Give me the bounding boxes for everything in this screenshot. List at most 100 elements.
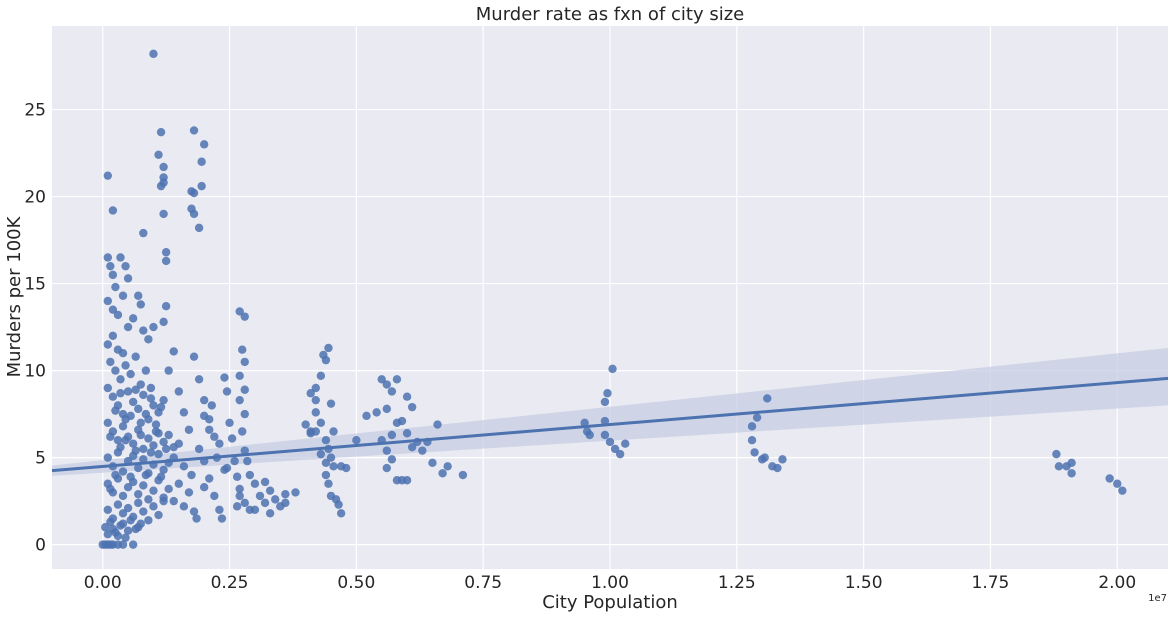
scatter-point: [392, 375, 402, 384]
scatter-point: [106, 432, 115, 441]
scatter-point: [156, 402, 166, 412]
scatter-point: [192, 514, 201, 523]
scatter-point: [184, 488, 194, 497]
scatter-point: [149, 441, 158, 450]
scatter-point: [116, 521, 125, 530]
scatter-points: [98, 49, 1127, 549]
scatter-point: [118, 422, 128, 431]
scatter-point: [101, 523, 110, 532]
scatter-point: [141, 366, 151, 375]
scatter-point: [235, 307, 244, 316]
scatter-point: [291, 488, 300, 497]
scatter-point: [123, 274, 133, 283]
scatter-point: [271, 495, 280, 504]
scatter-point: [159, 162, 168, 172]
scatter-point: [118, 540, 128, 549]
scatter-point: [1067, 458, 1076, 468]
scatter-point: [174, 387, 184, 396]
scatter-point: [159, 496, 168, 506]
scatter-point: [194, 223, 204, 233]
scatter-point: [121, 436, 130, 445]
scatter-point: [179, 462, 189, 471]
scatter-point: [387, 387, 397, 396]
scatter-point: [238, 345, 247, 354]
scatter-point: [235, 371, 244, 381]
scatter-point: [146, 448, 156, 457]
scatter-point: [600, 430, 610, 440]
y-tick-label: 10: [24, 362, 46, 382]
scatter-point: [235, 491, 244, 501]
scatter-point: [154, 449, 163, 459]
x-tick-label: 0.75: [464, 573, 502, 593]
scatter-point: [139, 481, 148, 490]
scatter-point: [326, 453, 336, 462]
scatter-point: [159, 178, 168, 187]
scatter-point: [108, 392, 118, 401]
scatter-point: [362, 411, 371, 421]
scatter-point: [281, 498, 290, 508]
x-tick-label: 1.00: [591, 573, 629, 593]
scatter-point: [747, 422, 757, 431]
scatter-point: [189, 126, 199, 135]
scatter-point: [402, 476, 412, 485]
scatter-point: [131, 524, 140, 534]
scatter-point: [156, 127, 166, 137]
scatter-point: [222, 387, 232, 396]
chart-title: Murder rate as fxn of city size: [476, 4, 744, 25]
scatter-point: [324, 343, 333, 353]
scatter-point: [139, 444, 148, 454]
scatter-point: [161, 248, 171, 257]
scatter-point: [1118, 486, 1127, 495]
scatter-point: [189, 209, 199, 219]
scatter-point: [126, 516, 135, 525]
scatter-point: [222, 463, 232, 473]
scatter-point: [164, 366, 173, 375]
scatter-point: [118, 291, 128, 300]
scatter-point: [311, 395, 320, 405]
scatter-point: [146, 394, 156, 403]
scatter-point: [118, 509, 128, 518]
scatter-point: [136, 380, 145, 389]
scatter-point: [111, 366, 120, 375]
scatter-point: [108, 331, 118, 340]
scatter-point: [134, 291, 143, 300]
x-tick-labels: 0.00 0.25 0.50 0.75 1.00 1.25 1.50 1.75 2.00: [84, 573, 1136, 593]
scatter-point: [189, 507, 199, 516]
scatter-point: [149, 486, 158, 495]
scatter-point: [169, 496, 178, 506]
scatter-point: [111, 406, 120, 415]
scatter-point: [159, 437, 168, 447]
scatter-point: [154, 510, 163, 520]
scatter-point: [136, 300, 145, 309]
scatter-point: [189, 188, 199, 198]
scatter-point: [106, 484, 115, 494]
scatter-point: [199, 395, 209, 405]
scatter-point: [149, 401, 158, 410]
x-tick-label: 1.50: [845, 573, 883, 593]
scatter-point: [136, 430, 145, 440]
scatter-point: [159, 465, 168, 474]
scatter-point: [111, 470, 120, 480]
scatter-point: [407, 442, 417, 452]
scatter-point: [250, 479, 260, 488]
scatter-point: [134, 404, 143, 414]
scatter-point: [159, 317, 168, 327]
scatter-point: [605, 437, 615, 447]
scatter-point: [103, 453, 113, 462]
scatter-point: [128, 314, 138, 323]
scatter-point: [245, 470, 255, 480]
scatter-point: [156, 472, 166, 481]
scatter-point: [608, 364, 617, 374]
scatter-point: [306, 389, 315, 398]
scatter-point: [255, 491, 265, 501]
scatter-point: [121, 533, 130, 542]
scatter-point: [154, 150, 163, 159]
scatter-point: [149, 49, 158, 59]
scatter-point: [326, 399, 336, 408]
scatter-point: [121, 261, 130, 271]
scatter-point: [210, 491, 219, 501]
scatter-point: [199, 411, 209, 421]
scatter-point: [179, 408, 189, 417]
scatter-point: [240, 385, 249, 394]
scatter-point: [139, 326, 148, 335]
